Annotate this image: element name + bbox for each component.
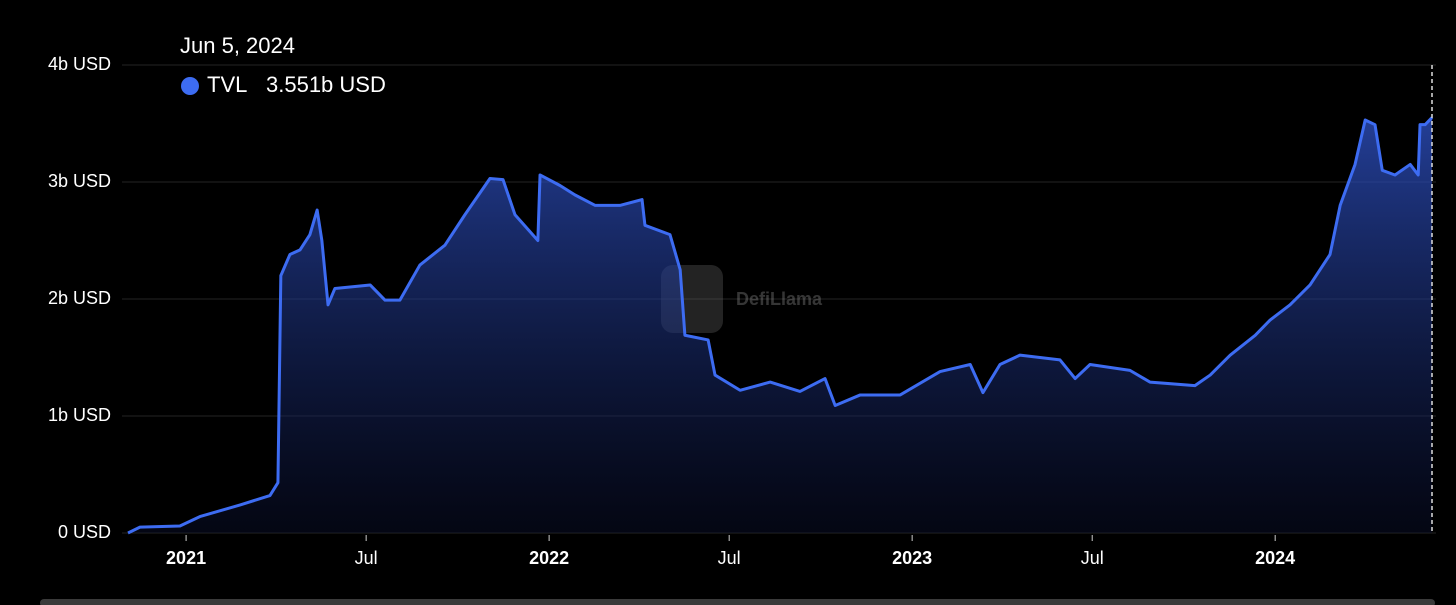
x-tick-label: 2024 (1255, 548, 1295, 568)
x-tick-label: Jul (1081, 548, 1104, 568)
tooltip-marker (181, 77, 199, 95)
area (128, 117, 1432, 534)
x-tick-label: 2023 (892, 548, 932, 568)
x-tick-label: Jul (355, 548, 378, 568)
scrollbar[interactable] (40, 599, 1435, 605)
y-tick-label: 0 USD (58, 522, 111, 542)
y-tick-label: 2b USD (48, 288, 111, 308)
plot (127, 65, 1434, 535)
line (127, 116, 1434, 535)
tooltip-series-name: TVL (207, 72, 247, 97)
x-tick-label: Jul (718, 548, 741, 568)
tooltip-value: 3.551b USD (266, 72, 386, 97)
y-tick-label: 3b USD (48, 171, 111, 191)
x-tick-label: 2021 (166, 548, 206, 568)
x-tick-label: 2022 (529, 548, 569, 568)
y-tick-label: 4b USD (48, 54, 111, 74)
watermark-text: DefiLlama (736, 289, 823, 309)
tooltip-date: Jun 5, 2024 (180, 33, 295, 58)
y-tick-label: 1b USD (48, 405, 111, 425)
